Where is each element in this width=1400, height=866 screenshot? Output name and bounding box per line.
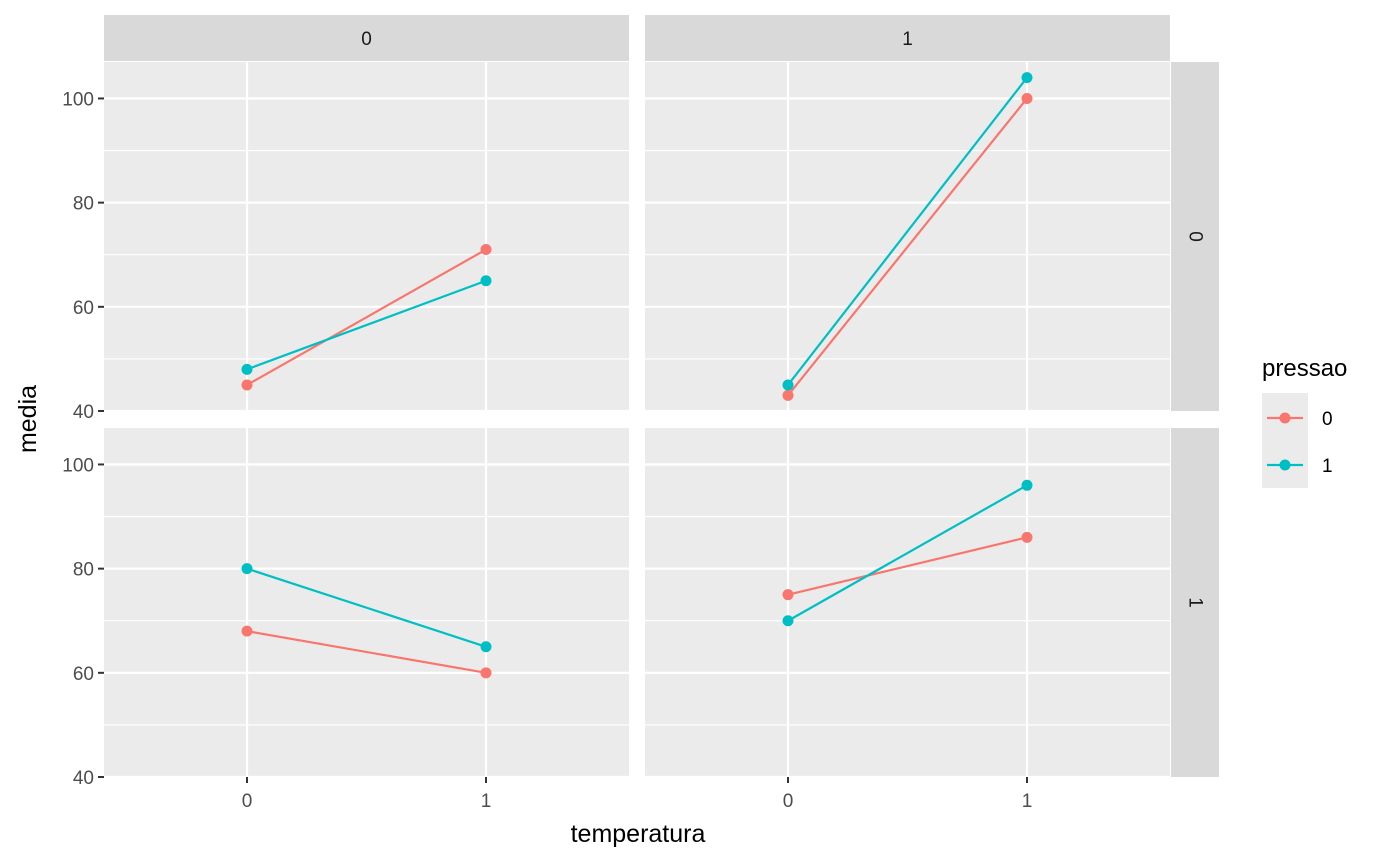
series-line-pressao-0 [246, 630, 487, 674]
legend-key-point-1 [1279, 459, 1291, 471]
data-point-pressao-0 [241, 379, 253, 391]
legend-key-point-0 [1279, 412, 1291, 424]
legend-key-background [1262, 393, 1308, 488]
legend: pressao 01 [1262, 355, 1347, 488]
data-point-pressao-0 [241, 625, 253, 637]
strip-top-label: 1 [902, 29, 913, 50]
data-point-pressao-0 [782, 389, 794, 401]
legend-label-0: 0 [1322, 409, 1333, 430]
data-point-pressao-0 [782, 589, 794, 601]
panel-col-1-row-1 [645, 428, 1170, 779]
series-line-pressao-1 [246, 567, 487, 648]
strip-top-background [645, 15, 1170, 61]
data-point-pressao-1 [782, 615, 794, 627]
panel-background [104, 428, 629, 777]
strip-right-background [1171, 62, 1219, 411]
data-point-pressao-1 [782, 379, 794, 391]
x-tick-label: 0 [783, 791, 794, 812]
panel-background [104, 62, 629, 411]
panel-col-0-row-0 [104, 62, 629, 413]
x-tick-label: 1 [481, 791, 492, 812]
y-tick-label: 80 [73, 560, 94, 581]
y-tick-label: 60 [73, 664, 94, 685]
x-tick-label: 0 [242, 791, 253, 812]
data-point-pressao-1 [1021, 72, 1033, 84]
y-tick-label: 40 [73, 402, 94, 423]
legend-label-1: 1 [1322, 456, 1333, 477]
strip-top-label: 0 [361, 29, 372, 50]
y-tick-label: 100 [62, 89, 94, 110]
data-point-pressao-0 [1021, 92, 1033, 104]
panel-col-0-row-1 [104, 428, 629, 779]
facet-strips: 0 1 0 1 [104, 15, 1219, 777]
data-point-pressao-0 [480, 244, 492, 256]
y-tick-label: 80 [73, 194, 94, 215]
series-line-pressao-1 [787, 484, 1028, 622]
data-point-pressao-1 [480, 275, 492, 287]
data-point-pressao-1 [241, 363, 253, 375]
axes: 40 60 80 100 40 60 80 100 0 1 0 1 [62, 89, 1032, 812]
x-axis-title: temperatura [571, 820, 706, 848]
facet-panels [104, 62, 1170, 779]
data-point-pressao-1 [1021, 479, 1033, 491]
data-point-pressao-1 [241, 563, 253, 575]
x-tick-label: 1 [1022, 791, 1033, 812]
y-axis-title: media [14, 385, 42, 453]
y-tick-label: 100 [62, 455, 94, 476]
y-tick-label: 60 [73, 298, 94, 319]
strip-right-label: 0 [1185, 231, 1206, 242]
panel-background [645, 428, 1170, 777]
series-line-pressao-0 [787, 536, 1028, 596]
series-line-pressao-0 [787, 97, 1028, 397]
data-point-pressao-0 [480, 667, 492, 679]
strip-right-label: 1 [1185, 597, 1206, 608]
strip-top-background [104, 15, 629, 61]
data-point-pressao-1 [480, 641, 492, 653]
series-line-pressao-1 [787, 76, 1028, 386]
legend-title: pressao [1262, 355, 1347, 382]
series-line-pressao-1 [246, 279, 487, 371]
y-tick-label: 40 [73, 768, 94, 789]
panel-col-1-row-0 [645, 62, 1170, 413]
data-point-pressao-0 [1021, 531, 1033, 543]
legend-items: 01 [1267, 409, 1333, 477]
series-line-pressao-0 [246, 248, 487, 386]
strip-right-background [1171, 428, 1219, 777]
panel-background [645, 62, 1170, 411]
